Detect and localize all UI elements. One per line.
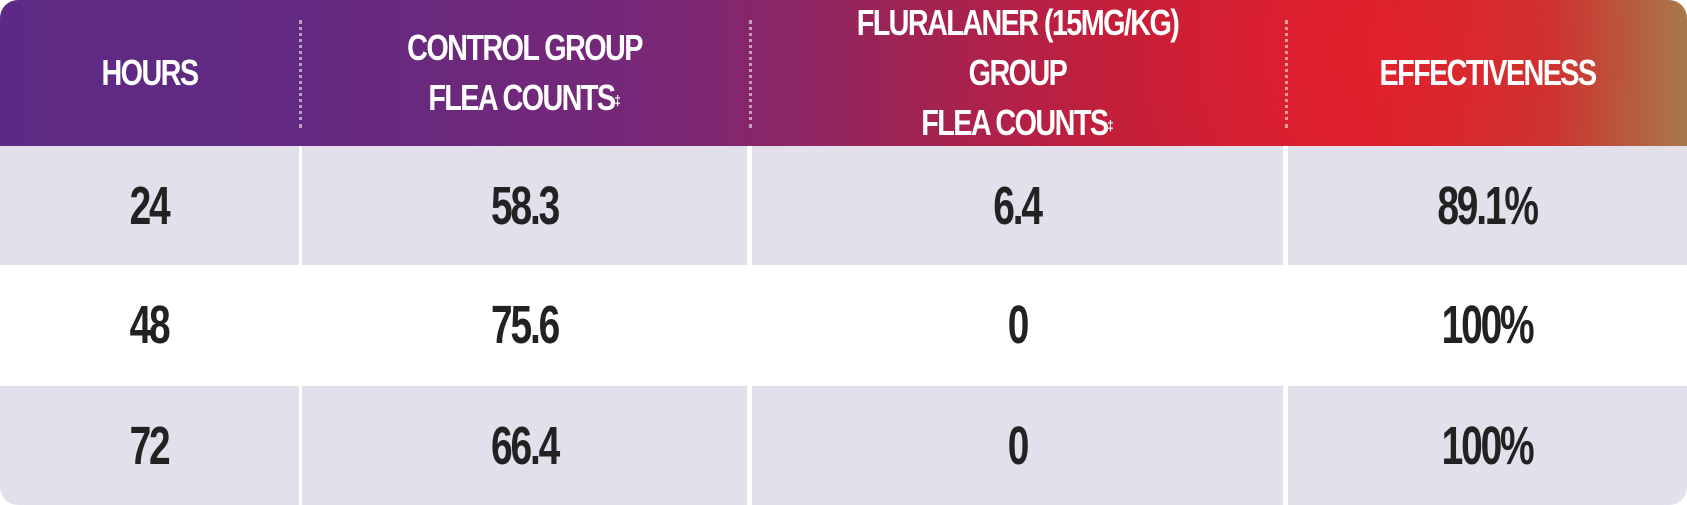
- table-row: 72 66.4 0 100%: [0, 386, 1687, 505]
- header-hours: HOURS: [30, 0, 269, 146]
- cell-fluralaner-count: 0: [752, 386, 1283, 505]
- cell-hours: 48: [130, 294, 171, 355]
- cell-hours: 24: [0, 146, 299, 265]
- table-row: 48 75.6 0 100%: [0, 265, 1687, 384]
- cell-control-count: 58.3: [302, 146, 747, 265]
- header-fluralaner-line2: FLEA COUNTS‡: [921, 102, 1114, 143]
- header-fluralaner-line1: FLURALANER (15mg/kg) GROUP: [856, 2, 1180, 93]
- cell-control-count: 75.6: [490, 294, 560, 355]
- header-divider: [1285, 20, 1288, 128]
- header-divider: [749, 20, 752, 128]
- table-header: HOURS CONTROL GROUP FLEA COUNTS‡ FLURALA…: [0, 0, 1687, 146]
- header-hours-label: HOURS: [101, 52, 199, 93]
- table-row: 24 58.3 6.4 89.1%: [0, 146, 1687, 265]
- header-fluralaner-group: FLURALANER (15mg/kg) GROUP FLEA COUNTS‡: [805, 0, 1230, 146]
- header-control-group: CONTROL GROUP FLEA COUNTS‡: [347, 0, 703, 146]
- cell-effectiveness: 100%: [1442, 294, 1535, 355]
- cell-fluralaner-count: 0: [1007, 294, 1030, 355]
- cell-effectiveness: 100%: [1288, 386, 1687, 505]
- cell-hours: 72: [0, 386, 299, 505]
- footnote-mark: ‡: [1107, 117, 1114, 133]
- cell-fluralaner-count: 6.4: [752, 146, 1283, 265]
- cell-control-count: 66.4: [302, 386, 747, 505]
- header-control-line2: FLEA COUNTS‡: [428, 77, 621, 118]
- footnote-mark: ‡: [614, 92, 621, 108]
- header-divider: [299, 20, 302, 128]
- header-effectiveness: EFFECTIVENESS: [1328, 0, 1647, 146]
- header-control-line1: CONTROL GROUP: [407, 27, 643, 68]
- cell-effectiveness: 89.1%: [1288, 146, 1687, 265]
- header-effectiveness-label: EFFECTIVENESS: [1379, 52, 1597, 93]
